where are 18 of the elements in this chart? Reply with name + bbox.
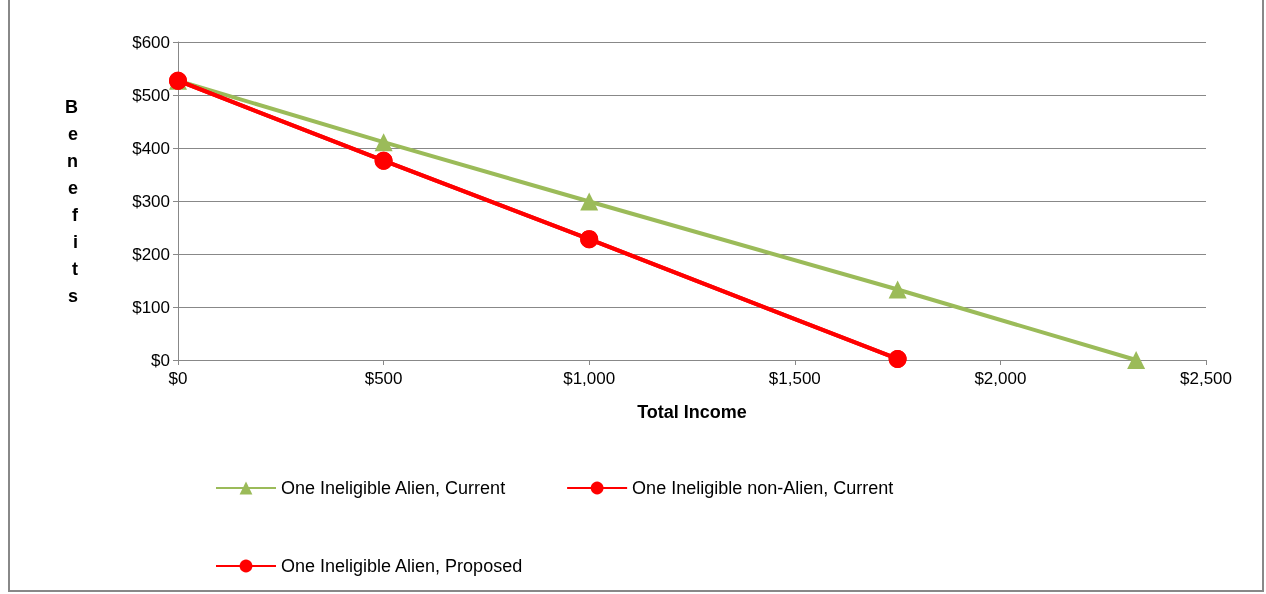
x-tick-label: $1,500 [768, 369, 821, 388]
x-tick-label: $2,000 [974, 369, 1027, 388]
legend-label: One Ineligible non-Alien, Current [632, 478, 894, 498]
y-tick-label: $0 [151, 350, 170, 370]
y-tick-label: $400 [132, 138, 170, 158]
x-tick-label: $2,500 [1180, 369, 1232, 388]
y-tick-label: $100 [132, 297, 170, 317]
y-tick-label: $600 [132, 32, 170, 52]
legend-label: One Ineligible Alien, Proposed [281, 556, 523, 576]
y-tick-label: $300 [132, 191, 170, 211]
y-tick-label: $200 [132, 244, 170, 264]
y-axis-title: Benefits [65, 96, 79, 306]
y-tick-label: $500 [132, 85, 170, 105]
legend-label: One Ineligible Alien, Current [281, 478, 506, 498]
x-tick-label: $500 [364, 369, 403, 388]
x-tick-label: $1,000 [563, 369, 616, 388]
x-tick-label: $0 [168, 369, 188, 388]
x-axis-title: Total Income [637, 402, 747, 422]
